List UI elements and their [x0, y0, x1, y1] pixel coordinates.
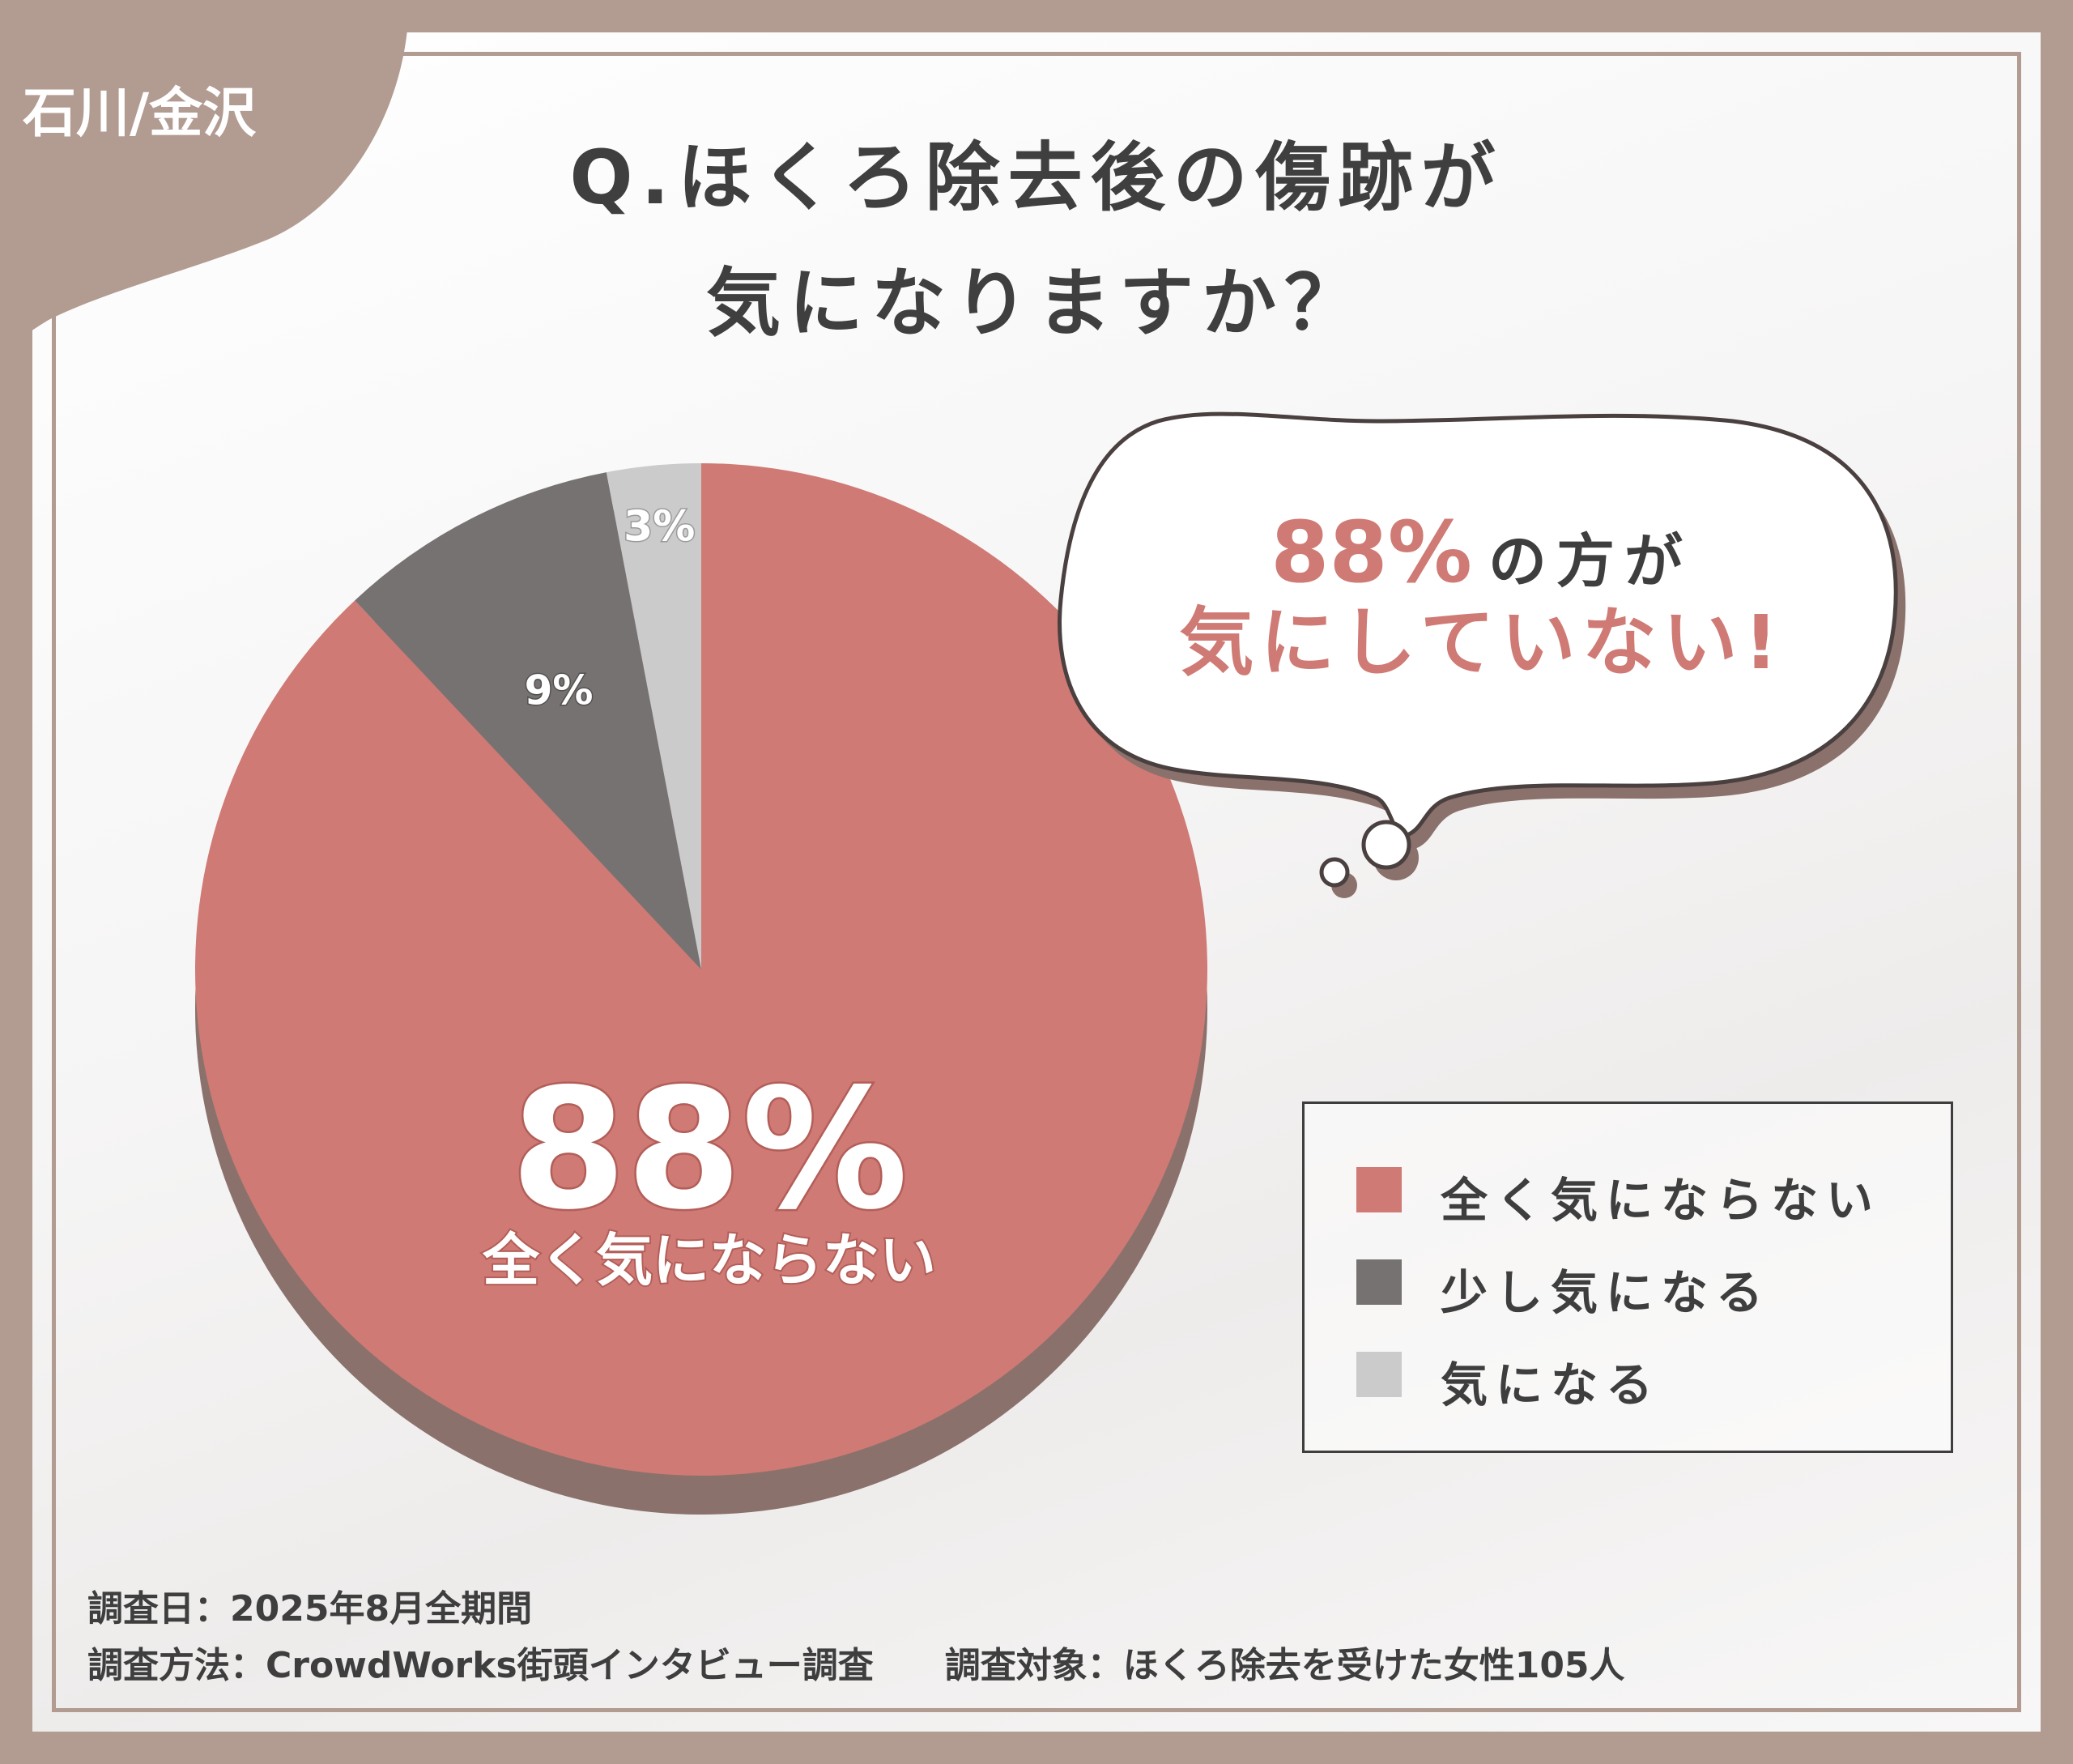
- bubble-dot-small: [1319, 857, 1350, 888]
- pie-slices: [194, 463, 1207, 1476]
- pie-slice-3: [606, 463, 701, 969]
- slice-value-label: 3%: [624, 502, 695, 551]
- center-category-label: 全く気にならない: [482, 1227, 936, 1293]
- legend-label: 全く気にならない: [1441, 1173, 1882, 1228]
- callout-percent: 88%: [1271, 503, 1472, 602]
- legend-swatch: [1356, 1167, 1402, 1212]
- legend-swatch: [1356, 1259, 1402, 1305]
- legend-label: 気になる: [1441, 1357, 1662, 1412]
- slice-value-label: 9%: [525, 667, 594, 714]
- survey-date: 調査日：2025年8月全期間: [87, 1588, 533, 1630]
- legend-swatch: [1356, 1352, 1402, 1397]
- pie-slice-2: [355, 472, 701, 969]
- question-title-line-1: Q.ほくろ除去後の傷跡が: [569, 134, 1504, 221]
- legend: 全く気にならない 少し気になる 気になる: [1302, 1101, 1953, 1453]
- center-percent-label: 88%: [511, 1054, 909, 1246]
- callout-text-2: 気にしていない!: [1179, 599, 1784, 686]
- region-badge: 石川/金沢: [0, 0, 409, 356]
- region-label: 石川/金沢: [23, 82, 257, 144]
- callout-text-1: の方が: [1488, 527, 1692, 595]
- question-title-line-2: 気になりますか？: [705, 260, 1367, 347]
- pie-slice-1: [194, 463, 1207, 1476]
- survey-method: 調査方法：CrowdWorks街頭インタビュー調査 調査対象：ほくろ除去を受けた…: [87, 1645, 1625, 1686]
- pie-labels: 9% 3%: [523, 501, 696, 715]
- legend-label: 少し気になる: [1441, 1265, 1772, 1320]
- bubble-dot-large: [1361, 820, 1411, 870]
- inner-frame: [52, 52, 2021, 1712]
